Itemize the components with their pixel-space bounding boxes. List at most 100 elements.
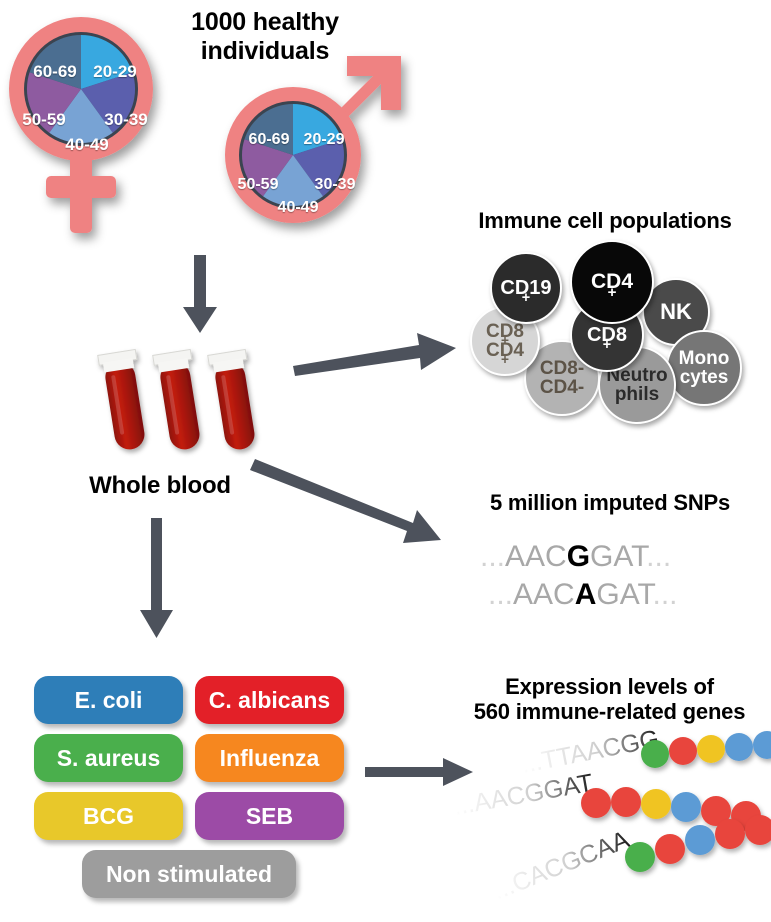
female-pie-label-30-39: 30-39 bbox=[104, 110, 148, 129]
snp-suffix: ... bbox=[652, 578, 678, 611]
snp-right: GAT bbox=[596, 578, 653, 611]
female-age-pie bbox=[26, 34, 136, 143]
stimulus-influenza-label: Influenza bbox=[219, 744, 320, 771]
cell-monocytes-line1: Mono bbox=[678, 347, 730, 369]
gene-bead bbox=[611, 787, 641, 817]
stimulus-c-albicans[interactable]: C. albicans bbox=[195, 676, 344, 724]
male-pie-label-50-59: 50-59 bbox=[237, 176, 279, 193]
cohort-title-line2: individuals bbox=[200, 36, 330, 65]
gene-bead bbox=[745, 815, 771, 845]
immune-cell-populations-title: Immune cell populations bbox=[478, 208, 732, 233]
snp-suffix: ... bbox=[646, 540, 672, 573]
gene-expression-title: Expression levels of 560 immune-related … bbox=[452, 674, 767, 725]
female-pie-label-20-29: 20-29 bbox=[93, 62, 137, 81]
arrow-blood-to-stimuli bbox=[138, 518, 178, 640]
cell-nk-label: NK bbox=[660, 298, 692, 324]
gene-bead bbox=[641, 789, 671, 819]
stimuli-row: Non stimulated bbox=[34, 850, 344, 898]
cell-monocytes-line2: cytes bbox=[679, 367, 729, 388]
gene-bead bbox=[753, 731, 771, 759]
stimulus-non-stimulated[interactable]: Non stimulated bbox=[82, 850, 296, 898]
blood-tube bbox=[97, 348, 145, 450]
female-pie-label-40-49: 40-49 bbox=[65, 135, 109, 154]
arrow-blood-to-immune bbox=[293, 330, 458, 376]
male-age-pie bbox=[242, 104, 344, 206]
gene-bead bbox=[697, 735, 725, 763]
gene-bead bbox=[669, 737, 697, 765]
male-pie-label-30-39: 30-39 bbox=[314, 176, 356, 193]
cell-cd8neg-cd4neg-line1: CD8- bbox=[539, 357, 585, 379]
arrow-blood-to-snps bbox=[250, 447, 463, 552]
stimulus-influenza[interactable]: Influenza bbox=[195, 734, 344, 782]
gene-bead bbox=[581, 788, 611, 818]
female-symbol: 20-29 30-39 40-49 50-59 60-69 bbox=[8, 8, 193, 243]
snp-left: AAC bbox=[513, 578, 575, 611]
immune-cell-cluster: CD8 + CD4 + CD19 + CD4 + NK CD8 + CD8- CD4- N… bbox=[470, 240, 765, 424]
cell-cd19pos-label: CD19 + bbox=[500, 276, 552, 307]
gene-bead bbox=[715, 819, 745, 849]
stimulus-s-aureus-label: S. aureus bbox=[56, 744, 161, 771]
gene-strand-3-sequence: ...CACGCAA bbox=[489, 825, 634, 905]
cell-cd8pos-cd4pos-line2: CD4 + bbox=[485, 340, 524, 368]
cell-cd19pos[interactable]: CD19 + bbox=[490, 252, 562, 324]
stimulus-e-coli-label: E. coli bbox=[74, 686, 143, 713]
stimulus-s-aureus[interactable]: S. aureus bbox=[34, 734, 183, 782]
gene-bead bbox=[701, 796, 731, 826]
stimulus-seb[interactable]: SEB bbox=[195, 792, 344, 840]
male-pie-label-60-69: 60-69 bbox=[248, 131, 290, 148]
arrow-stimuli-to-genes bbox=[365, 758, 475, 792]
cell-neutrophils-line1: Neutro bbox=[606, 364, 668, 386]
snp-sequence-row: ...AACAGAT... bbox=[488, 578, 678, 612]
gene-strand-2: ...AACGGAT bbox=[451, 769, 761, 831]
snp-variant: G bbox=[566, 540, 591, 573]
gene-bead bbox=[685, 825, 715, 855]
gene-bead bbox=[641, 740, 669, 768]
whole-blood-tubes bbox=[95, 340, 275, 465]
stimuli-row: S. aureus Influenza bbox=[34, 734, 344, 782]
gene-bead bbox=[725, 733, 753, 761]
stimulus-non-stimulated-label: Non stimulated bbox=[105, 860, 273, 887]
snp-prefix: ... bbox=[488, 578, 514, 611]
blood-tube bbox=[152, 348, 200, 450]
cell-cd8pos-cd4pos-line1: CD8 + bbox=[485, 320, 524, 348]
female-pie-label-60-69: 60-69 bbox=[33, 62, 77, 81]
male-pie-label-20-29: 20-29 bbox=[303, 131, 345, 148]
cell-cd8neg-cd4neg-line2: CD4- bbox=[539, 377, 585, 398]
gene-strand-3: ...CACGCAA bbox=[489, 815, 771, 906]
cell-cd4pos-label: CD4 + bbox=[590, 270, 633, 301]
stimulus-c-albicans-label: C. albicans bbox=[208, 686, 331, 713]
cell-cd4pos[interactable]: CD4 + bbox=[570, 240, 654, 324]
stimuli-row: BCG SEB bbox=[34, 792, 344, 840]
gene-bead bbox=[625, 842, 655, 872]
cohort-title-line1: 1000 healthy bbox=[191, 8, 339, 36]
snps-title: 5 million imputed SNPs bbox=[489, 490, 731, 515]
gene-expression-strands: ...TTAACGG ...AACGGAT ...CACG bbox=[451, 725, 771, 915]
gene-bead bbox=[671, 792, 701, 822]
snp-sequence-row: ...AACGGAT... bbox=[480, 540, 671, 574]
gene-bead bbox=[655, 834, 685, 864]
snp-prefix: ... bbox=[480, 540, 506, 573]
stimulus-e-coli[interactable]: E. coli bbox=[34, 676, 183, 724]
whole-blood-label: Whole blood bbox=[89, 472, 231, 499]
gene-expression-title-line2: 560 immune-related genes bbox=[473, 699, 746, 725]
cell-neutrophils-line2: phils bbox=[614, 384, 660, 405]
male-symbol: 20-29 30-39 40-49 50-59 60-69 bbox=[205, 30, 420, 245]
cell-cd8pos-label: CD8 + bbox=[586, 323, 627, 354]
stimulus-seb-label: SEB bbox=[245, 802, 294, 829]
cohort-title: 1000 healthy individuals bbox=[170, 8, 360, 66]
snp-variant: A bbox=[574, 578, 597, 611]
stimulus-bcg-label: BCG bbox=[82, 802, 135, 829]
gene-expression-title-line1: Expression levels of bbox=[505, 674, 714, 699]
stimuli-panel: E. coli C. albicans S. aureus Influenza … bbox=[34, 676, 344, 898]
stimulus-bcg[interactable]: BCG bbox=[34, 792, 183, 840]
male-pie-label-40-49: 40-49 bbox=[277, 199, 319, 216]
snp-right: GAT bbox=[590, 540, 647, 573]
cell-monocytes[interactable]: Mono cytes bbox=[666, 330, 742, 406]
stimuli-row: E. coli C. albicans bbox=[34, 676, 344, 724]
snp-sequences: ...AACGGAT... ...AACAGAT... bbox=[470, 520, 750, 620]
snp-left: AAC bbox=[505, 540, 567, 573]
female-pie-label-50-59: 50-59 bbox=[22, 110, 66, 129]
arrow-cohort-to-blood bbox=[180, 255, 220, 335]
gene-strand-1: ...TTAACGG bbox=[519, 725, 771, 779]
blood-tube bbox=[207, 348, 255, 450]
